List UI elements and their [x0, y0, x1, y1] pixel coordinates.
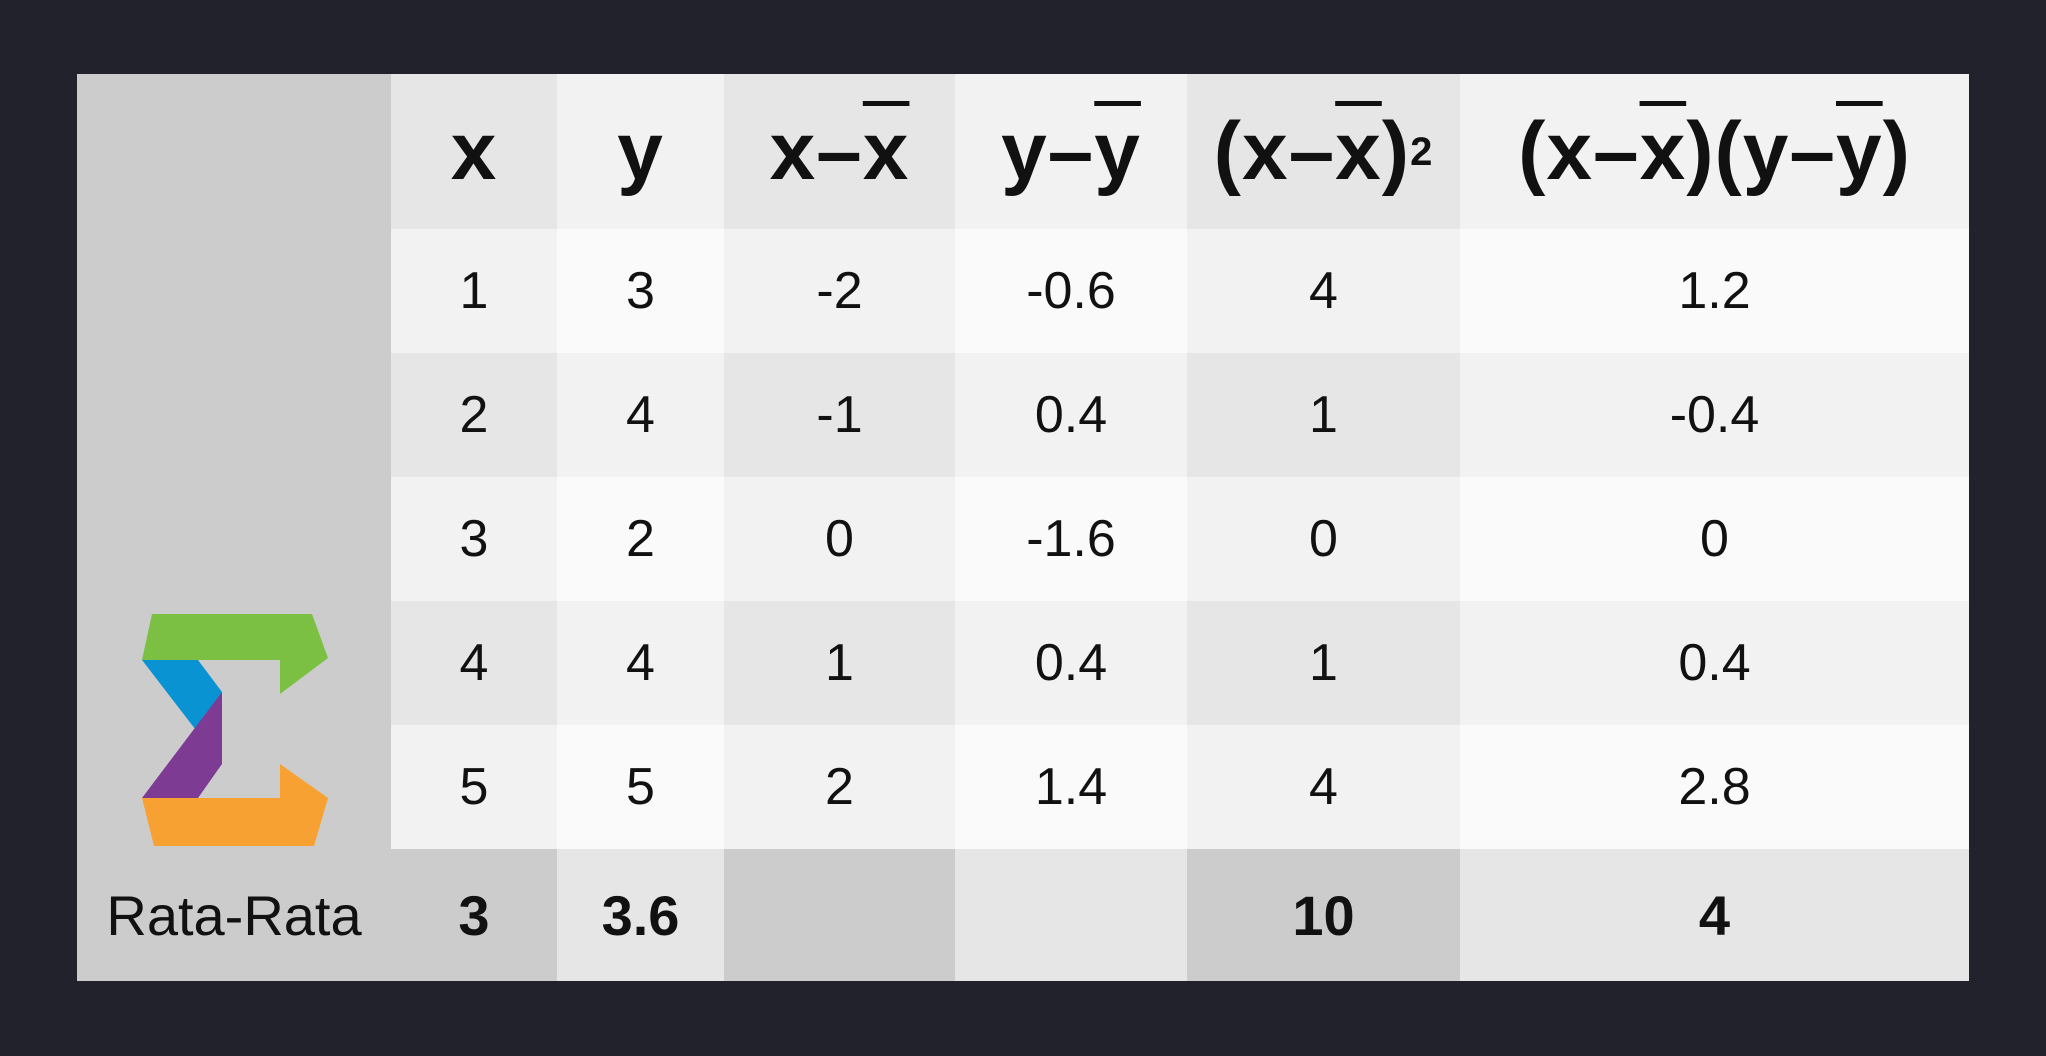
header-pr-p1: (x– — [1518, 105, 1640, 197]
header-pr-p3: ) — [1882, 105, 1911, 197]
footer-dx — [724, 849, 955, 981]
header-x: x — [391, 74, 557, 229]
table-cell: -1.6 — [955, 477, 1187, 601]
header-sq-bar: x — [1335, 105, 1382, 197]
table-cell: 2 — [724, 725, 955, 849]
footer-sum-squared: 10 — [1187, 849, 1460, 981]
table-cell: 5 — [391, 725, 557, 849]
table-cell: 1.2 — [1460, 229, 1969, 353]
table-cell: 4 — [557, 601, 724, 725]
header-pr-b2: y — [1836, 105, 1883, 197]
header-y: y — [557, 74, 724, 229]
header-squared-deviation: (x– x) 2 — [1187, 74, 1460, 229]
table-cell: 0 — [1187, 477, 1460, 601]
header-y-minus-mean: y– y — [955, 74, 1187, 229]
header-dx-bar: x — [862, 105, 910, 197]
table-cell: -2 — [724, 229, 955, 353]
header-sq-post: ) — [1381, 105, 1411, 197]
footer-label: Rata-Rata — [77, 849, 391, 981]
table-cell: -0.6 — [955, 229, 1187, 353]
table-cell: 4 — [1187, 229, 1460, 353]
statistics-table: x y x– x y– y (x– x) 2 (x– x)(y– y) 1 3 -2 -0.… — [77, 74, 1969, 981]
table-cell: 4 — [557, 353, 724, 477]
table-cell: 3 — [391, 477, 557, 601]
header-sq-pre: (x– — [1213, 105, 1336, 197]
table-cell: 0.4 — [955, 601, 1187, 725]
table-cell: -1 — [724, 353, 955, 477]
table-cell: 4 — [391, 601, 557, 725]
table-cell: 2.8 — [1460, 725, 1969, 849]
header-dx-pre: x– — [769, 105, 863, 197]
table-cell: -0.4 — [1460, 353, 1969, 477]
header-dy-pre: y– — [1001, 105, 1095, 197]
header-dy-bar: y — [1094, 105, 1141, 197]
table-cell: 0.4 — [1460, 601, 1969, 725]
footer-mean-y: 3.6 — [557, 849, 724, 981]
table-cell: 5 — [557, 725, 724, 849]
table-cell: 0 — [724, 477, 955, 601]
header-product-deviation: (x– x)(y– y) — [1460, 74, 1969, 229]
table-cell: 1.4 — [955, 725, 1187, 849]
sigma-logo-icon — [142, 614, 328, 846]
header-pr-p2: )(y– — [1686, 105, 1837, 197]
footer-sum-product: 4 — [1460, 849, 1969, 981]
table-cell: 2 — [557, 477, 724, 601]
table-cell: 1 — [724, 601, 955, 725]
left-panel — [77, 74, 391, 849]
table-cell: 1 — [391, 229, 557, 353]
table-cell: 3 — [557, 229, 724, 353]
table-cell: 0 — [1460, 477, 1969, 601]
table-cell: 0.4 — [955, 353, 1187, 477]
table-cell: 4 — [1187, 725, 1460, 849]
table-cell: 2 — [391, 353, 557, 477]
header-x-minus-mean: x– x — [724, 74, 955, 229]
table-cell: 1 — [1187, 601, 1460, 725]
footer-mean-x: 3 — [391, 849, 557, 981]
footer-dy — [955, 849, 1187, 981]
table-cell: 1 — [1187, 353, 1460, 477]
header-pr-b1: x — [1639, 105, 1687, 197]
